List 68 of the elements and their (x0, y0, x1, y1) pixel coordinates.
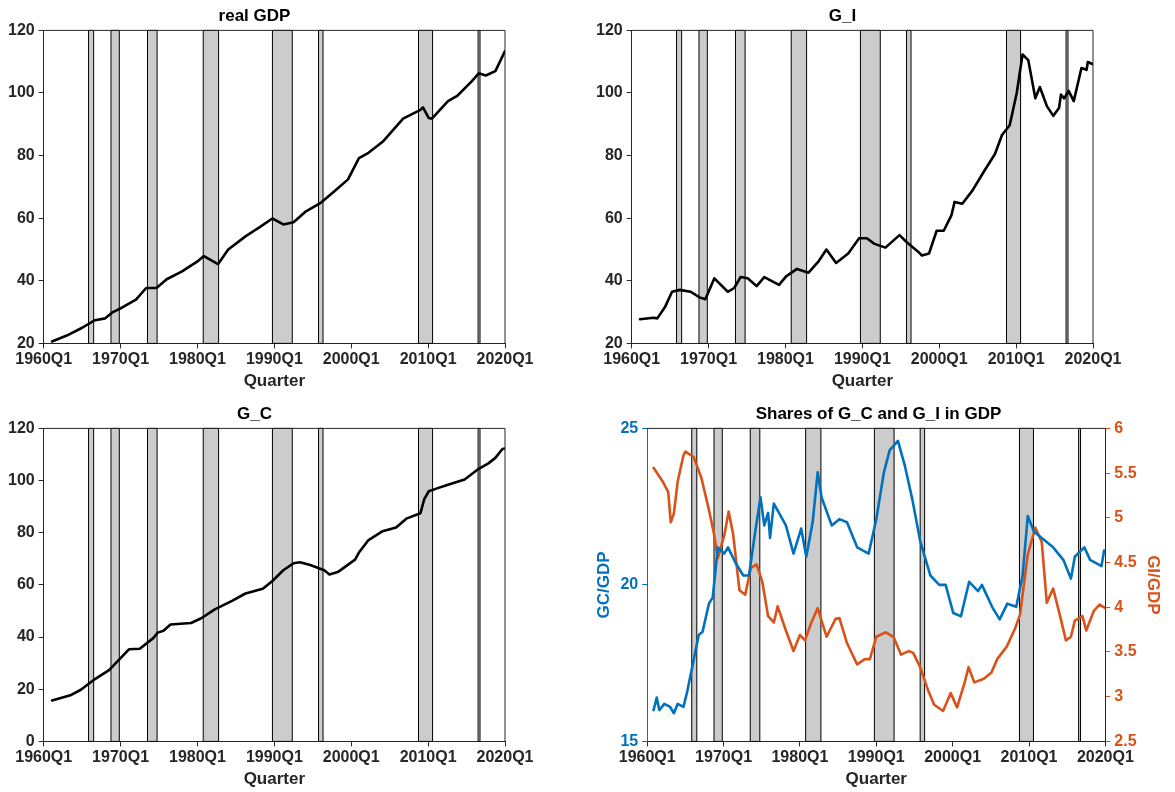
x-tick-label: 2020Q1 (476, 350, 534, 368)
y2-tick-label: 2.5 (1114, 731, 1137, 749)
y-tick-label: 15 (620, 731, 639, 749)
x-tick-label: 1970Q1 (92, 748, 150, 766)
y-tick-label: 40 (16, 627, 35, 645)
x-tick-label: 1970Q1 (92, 350, 150, 368)
chart-title: Shares of G_C and G_I in GDP (755, 403, 1002, 423)
y-tick-label: 100 (7, 83, 35, 101)
x-tick-label: 1960Q1 (15, 350, 73, 368)
chart-title: G_I (828, 5, 857, 25)
y-tick-label: 40 (16, 271, 35, 289)
x-tick-label: 2020Q1 (1076, 748, 1134, 766)
x-tick-label: 2020Q1 (476, 748, 534, 766)
y-tick-label: 80 (604, 146, 623, 164)
y-axis-title: GC/GDP (593, 551, 613, 619)
x-tick-label: 2010Q1 (399, 748, 457, 766)
y2-tick-label: 5 (1114, 508, 1124, 526)
x-tick-label: 2020Q1 (1064, 350, 1122, 368)
x-axis-title: Quarter (243, 769, 306, 789)
y2-tick-label: 4.5 (1114, 552, 1137, 570)
y-tick-label: 80 (16, 523, 35, 541)
y-tick-label: 60 (604, 208, 623, 226)
x-tick-label: 1990Q1 (847, 748, 905, 766)
x-tick-label: 2010Q1 (1000, 748, 1058, 766)
y-tick-label: 20 (604, 333, 623, 351)
x-tick-label: 2000Q1 (924, 748, 982, 766)
x-tick-label: 1990Q1 (245, 748, 303, 766)
y-tick-label: 20 (620, 575, 639, 593)
y-tick-label: 60 (16, 575, 35, 593)
x-tick-label: 1960Q1 (15, 748, 73, 766)
chart-title: real GDP (218, 5, 291, 25)
y-tick-label: 20 (16, 333, 35, 351)
y-tick-label: 120 (595, 20, 623, 38)
y-tick-label: 100 (7, 470, 35, 488)
y-tick-label: 100 (595, 83, 623, 101)
x-tick-label: 2010Q1 (399, 350, 457, 368)
x-tick-label: 2000Q1 (322, 350, 380, 368)
x-tick-label: 2000Q1 (910, 350, 968, 368)
x-tick-label: 1980Q1 (756, 350, 815, 368)
y2-tick-label: 6 (1114, 418, 1124, 436)
x-tick-label: 1990Q1 (833, 350, 891, 368)
chart-title: G_C (237, 403, 272, 423)
y-tick-label: 40 (604, 271, 623, 289)
x-axis-title: Quarter (845, 769, 908, 789)
x-axis-title: Quarter (243, 371, 306, 391)
y-tick-label: 120 (7, 418, 35, 436)
x-tick-label: 2000Q1 (322, 748, 380, 766)
y2-tick-label: 4 (1114, 597, 1124, 615)
x-tick-label: 1980Q1 (168, 350, 227, 368)
x-tick-label: 1960Q1 (618, 748, 676, 766)
y-tick-label: 120 (7, 20, 35, 38)
y2-tick-label: 3.5 (1114, 642, 1137, 660)
x-tick-label: 1970Q1 (695, 748, 753, 766)
y-tick-label: 20 (16, 679, 35, 697)
y-tick-label: 25 (620, 418, 639, 436)
y2-axis-title: GI/GDP (1144, 555, 1164, 615)
x-tick-label: 1960Q1 (603, 350, 661, 368)
x-tick-label: 2010Q1 (987, 350, 1045, 368)
y-tick-label: 80 (16, 146, 35, 164)
y2-tick-label: 5.5 (1114, 463, 1137, 481)
x-tick-label: 1970Q1 (680, 350, 738, 368)
y-tick-label: 60 (16, 208, 35, 226)
x-tick-label: 1980Q1 (771, 748, 829, 766)
x-tick-label: 1990Q1 (245, 350, 303, 368)
x-axis-title: Quarter (831, 371, 894, 391)
y2-tick-label: 3 (1114, 687, 1124, 705)
y-tick-label: 0 (25, 731, 35, 749)
x-tick-label: 1980Q1 (168, 748, 227, 766)
